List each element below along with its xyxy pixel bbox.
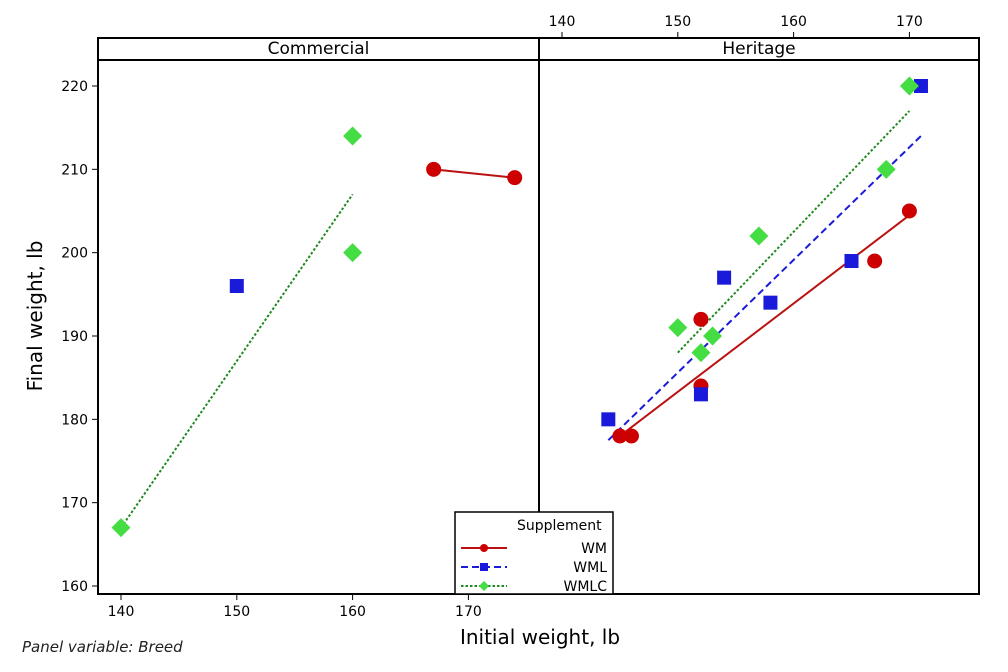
- panel-title-0: Commercial: [268, 39, 370, 59]
- data-points: [111, 76, 928, 538]
- fit-line-wm: [433, 168, 515, 179]
- legend-title: Supplement: [517, 518, 602, 534]
- y-tick-label: 220: [61, 79, 88, 95]
- point-wmlc: [343, 243, 363, 263]
- point-wml: [693, 387, 708, 402]
- legend: Supplement WM WML WMLC: [454, 511, 614, 595]
- axes: 140 150 160 170 140 150 160 170 160 170 180 190 200 2…: [61, 14, 923, 620]
- y-tick-label: 200: [61, 246, 88, 262]
- x-tick-label: 150: [223, 604, 250, 620]
- point-wmlc: [703, 326, 723, 346]
- point-wml: [763, 295, 778, 310]
- legend-marker-wml: [480, 563, 488, 571]
- fit-line-wmlc: [120, 193, 354, 529]
- point-wm: [693, 311, 709, 327]
- point-wml: [229, 279, 244, 293]
- fit-lines: [120, 110, 922, 529]
- point-wm: [867, 253, 883, 269]
- x-tick-label: 160: [339, 604, 366, 620]
- point-wml: [601, 412, 616, 427]
- y-tick-label: 170: [61, 496, 88, 512]
- panel-frame-1: [538, 59, 980, 595]
- point-wmlc: [876, 159, 896, 179]
- y-tick-label: 160: [61, 579, 88, 595]
- fit-line-wmlc: [677, 110, 911, 354]
- panel-variable-note: Panel variable: Breed: [22, 638, 183, 656]
- point-wm: [426, 161, 442, 177]
- legend-label-wml: WML: [573, 560, 607, 576]
- x-tick-label: 170: [455, 604, 482, 620]
- point-wmlc: [691, 343, 711, 363]
- y-tick-label: 210: [61, 162, 88, 178]
- fit-line-wml: [607, 135, 922, 441]
- point-wm: [507, 170, 523, 186]
- point-wml: [844, 254, 859, 268]
- legend-label-wm: WM: [581, 541, 607, 557]
- y-tick-label: 180: [61, 412, 88, 428]
- x-tick-label: 140: [108, 604, 135, 620]
- panel-frames: Commercial Heritage: [97, 37, 980, 595]
- point-wml: [913, 79, 928, 93]
- point-wml: [717, 270, 732, 285]
- x-tick-label: 150: [664, 14, 691, 30]
- y-tick-label: 190: [61, 329, 88, 345]
- legend-marker-wm: [480, 544, 488, 552]
- x-axis-title: Initial weight, lb: [460, 625, 620, 649]
- legend-box: [454, 511, 614, 595]
- fit-line-wm: [619, 214, 911, 437]
- point-wm: [612, 428, 628, 444]
- x-tick-label: 170: [896, 14, 923, 30]
- point-wm: [623, 428, 639, 444]
- y-axis-title: Final weight, lb: [23, 241, 47, 392]
- point-wmlc: [749, 226, 769, 246]
- point-wmlc: [668, 318, 688, 338]
- legend-marker-wmlc: [479, 581, 489, 591]
- point-wmlc: [899, 76, 919, 96]
- point-wmlc: [111, 518, 131, 538]
- x-tick-label: 140: [549, 14, 576, 30]
- x-tick-label: 160: [780, 14, 807, 30]
- point-wm: [901, 203, 917, 219]
- point-wmlc: [343, 126, 363, 146]
- legend-label-wmlc: WMLC: [564, 579, 608, 595]
- panel-title-1: Heritage: [722, 39, 795, 59]
